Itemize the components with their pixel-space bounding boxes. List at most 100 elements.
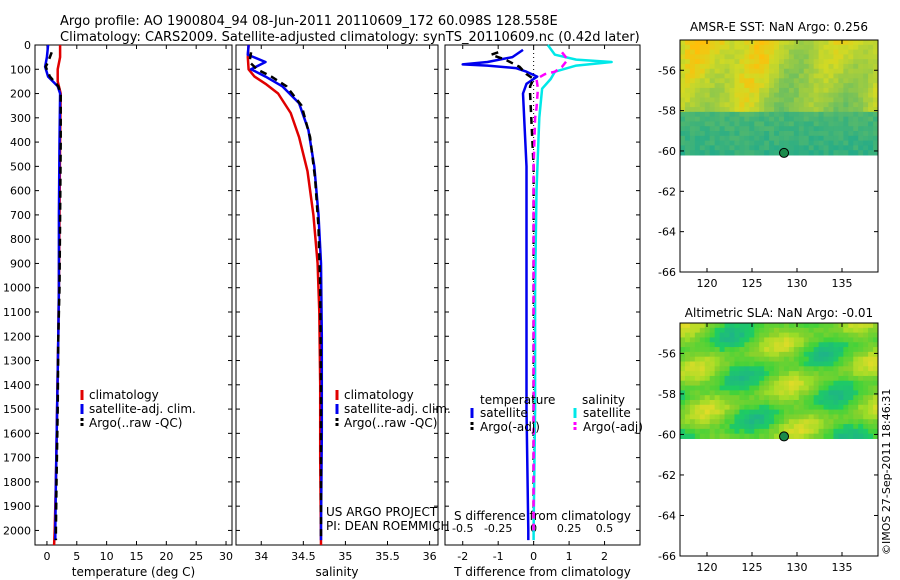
- heatmap-cell: [863, 121, 869, 127]
- heatmap-cell: [828, 59, 834, 65]
- heatmap-cell: [788, 385, 795, 391]
- heatmap-cell: [684, 414, 691, 420]
- series-line-satellite: [461, 48, 539, 541]
- heatmap-cell: [684, 380, 691, 387]
- heatmap-cell: [833, 404, 839, 411]
- heatmap-cell: [739, 332, 745, 338]
- heatmap-cell: [729, 49, 735, 55]
- heatmap-cell: [863, 332, 869, 338]
- heatmap-cell: [769, 395, 775, 401]
- heatmap-cell: [729, 107, 735, 113]
- heatmap-cell: [744, 424, 750, 430]
- heatmap-cell: [759, 342, 765, 348]
- heatmap-cell: [699, 140, 706, 146]
- heatmap-cell: [699, 414, 706, 420]
- heatmap-cell: [739, 351, 745, 358]
- heatmap-cell: [833, 390, 839, 396]
- heatmap-cell: [808, 424, 815, 430]
- heatmap-cell: [798, 131, 805, 137]
- heatmap-cell: [749, 390, 755, 396]
- heatmap-cell: [828, 97, 834, 103]
- heatmap-cell: [749, 347, 755, 353]
- heatmap-cell: [853, 366, 859, 372]
- heatmap-cell: [689, 323, 696, 329]
- heatmap-cell: [838, 40, 844, 46]
- heatmap-cell: [769, 63, 775, 70]
- heatmap-cell: [694, 131, 701, 137]
- heatmap-cell: [793, 366, 800, 372]
- heatmap-cell: [680, 404, 686, 411]
- heatmap-cell: [689, 150, 696, 156]
- heatmap-cell: [873, 399, 879, 406]
- legend-label: satellite: [583, 406, 631, 420]
- heatmap-cell: [759, 404, 765, 411]
- heatmap-cell: [689, 342, 696, 348]
- y-tick-label: 1100: [3, 306, 31, 319]
- heatmap-cell: [858, 73, 864, 79]
- y-tick-label: -64: [658, 226, 676, 239]
- heatmap-cell: [774, 49, 780, 55]
- heatmap-cell: [833, 337, 839, 343]
- heatmap-cell: [823, 135, 829, 142]
- heatmap-cell: [813, 361, 820, 367]
- heatmap-cell: [714, 380, 721, 387]
- heatmap-cell: [734, 433, 740, 439]
- heatmap-cell: [714, 54, 721, 60]
- heatmap-cell: [744, 87, 750, 94]
- heatmap-cell: [863, 87, 869, 94]
- heatmap-cell: [828, 54, 834, 60]
- heatmap-cell: [808, 135, 815, 142]
- heatmap-cell: [873, 116, 879, 122]
- heatmap-cell: [714, 126, 721, 132]
- heatmap-cell: [774, 404, 780, 411]
- heatmap-cell: [788, 54, 795, 60]
- heatmap-cell: [759, 409, 765, 415]
- heatmap-cell: [808, 419, 815, 425]
- heatmap-cell: [714, 361, 721, 367]
- heatmap-cell: [848, 126, 854, 132]
- heatmap-cell: [689, 73, 696, 79]
- heatmap-cell: [868, 385, 874, 391]
- heatmap-cell: [739, 414, 745, 420]
- heatmap-cell: [744, 59, 750, 65]
- heatmap-cell: [684, 385, 691, 391]
- heatmap-cell: [704, 428, 711, 435]
- heatmap-cell: [759, 337, 765, 343]
- heatmap-cell: [754, 140, 760, 146]
- heatmap-cell: [734, 131, 740, 137]
- heatmap-cell: [823, 49, 829, 55]
- heatmap-cell: [680, 92, 686, 98]
- heatmap-cell: [680, 361, 686, 367]
- heatmap-cell: [838, 433, 844, 439]
- heatmap-cell: [704, 73, 711, 79]
- heatmap-cell: [754, 68, 760, 75]
- heatmap-cell: [843, 332, 849, 338]
- heatmap-cell: [853, 404, 859, 411]
- heatmap-cell: [684, 145, 691, 151]
- heatmap-cell: [803, 116, 810, 122]
- heatmap-cell: [714, 102, 721, 108]
- heatmap-cell: [749, 111, 755, 118]
- heatmap-cell: [853, 361, 859, 367]
- heatmap-cell: [774, 395, 780, 401]
- heatmap-cell: [779, 337, 785, 343]
- heatmap-cell: [843, 131, 849, 137]
- heatmap-cell: [783, 414, 790, 420]
- heatmap-cell: [714, 347, 721, 353]
- heatmap-cell: [714, 433, 721, 439]
- heatmap-cell: [848, 44, 854, 51]
- heatmap-cell: [808, 140, 815, 146]
- heatmap-cell: [783, 342, 790, 348]
- heatmap-cell: [754, 395, 760, 401]
- heatmap-cell: [704, 135, 711, 142]
- heatmap-cell: [803, 121, 810, 127]
- heatmap-cell: [828, 385, 834, 391]
- heatmap-cell: [749, 107, 755, 113]
- heatmap-cell: [709, 356, 716, 362]
- heatmap-cell: [848, 107, 854, 113]
- heatmap-cell: [808, 63, 815, 70]
- heatmap-cell: [853, 126, 859, 132]
- heatmap-cell: [744, 414, 750, 420]
- heatmap-cell: [803, 351, 810, 358]
- heatmap-cell: [798, 145, 805, 151]
